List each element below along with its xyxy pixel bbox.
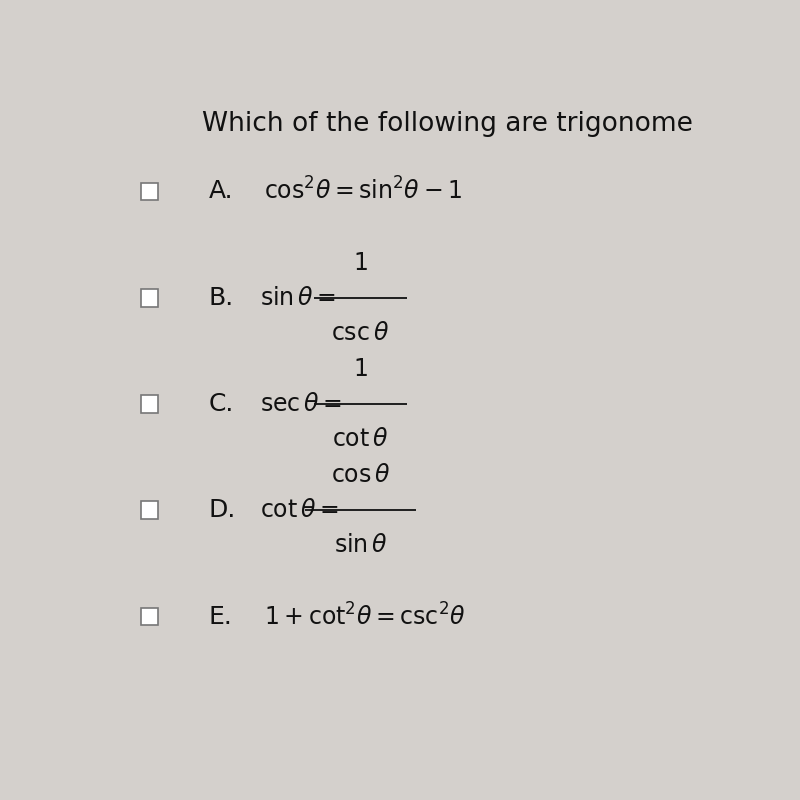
Text: C.: C. [209, 392, 234, 416]
Text: $\cot\theta$: $\cot\theta$ [332, 427, 389, 451]
Text: Which of the following are trigonome: Which of the following are trigonome [202, 110, 693, 137]
Text: E.: E. [209, 605, 232, 629]
Text: $\cos^2\!\theta = \sin^2\!\theta - 1$: $\cos^2\!\theta = \sin^2\!\theta - 1$ [264, 178, 462, 205]
Text: D.: D. [209, 498, 236, 522]
Bar [141, 608, 158, 625]
Text: $\sin\theta$: $\sin\theta$ [334, 534, 387, 558]
Text: A.: A. [209, 179, 233, 203]
Text: $\csc\theta$: $\csc\theta$ [331, 322, 390, 346]
Text: B.: B. [209, 286, 234, 310]
Text: $1$: $1$ [353, 357, 368, 381]
Text: $\cos\theta$: $\cos\theta$ [330, 462, 390, 486]
Text: $\cot\theta =$: $\cot\theta =$ [260, 498, 339, 522]
Text: $\sec\theta =$: $\sec\theta =$ [260, 392, 342, 416]
Bar [141, 290, 158, 306]
Text: $\sin\theta =$: $\sin\theta =$ [260, 286, 336, 310]
Bar [141, 183, 158, 200]
Text: $1 + \cot^2\!\theta = \csc^2\!\theta$: $1 + \cot^2\!\theta = \csc^2\!\theta$ [264, 603, 466, 630]
Bar [141, 502, 158, 518]
Text: $1$: $1$ [353, 250, 368, 274]
Bar [141, 395, 158, 413]
